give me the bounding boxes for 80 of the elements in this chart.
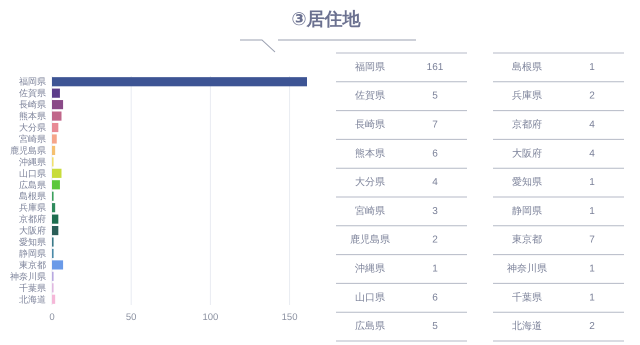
- bar: [52, 260, 64, 270]
- y-tick-label: 北海道: [19, 294, 46, 304]
- category-label: 佐賀県: [355, 90, 385, 102]
- category-label: 鹿児島県: [350, 234, 390, 246]
- category-label: 沖縄県: [355, 262, 385, 274]
- category-label: 千葉県: [512, 291, 542, 304]
- data-label: 5: [432, 90, 438, 102]
- bar: [52, 203, 56, 212]
- data-label: 1: [589, 177, 596, 188]
- data-label: 6: [432, 292, 438, 304]
- y-tick-label: 千葉県: [19, 282, 46, 293]
- bar: [52, 134, 57, 144]
- category-label: 東京都: [512, 234, 542, 246]
- data-label: 7: [432, 120, 438, 130]
- data-label: 161: [426, 62, 444, 73]
- bar: [52, 180, 60, 190]
- bar: [52, 294, 56, 304]
- y-tick-label: 静岡県: [19, 248, 46, 258]
- category-label: 宮崎県: [355, 204, 385, 217]
- data-label: 2: [589, 90, 596, 102]
- category-label: 京都府: [512, 118, 542, 130]
- y-tick-label: 広島県: [19, 180, 46, 190]
- bar: [52, 168, 62, 178]
- y-tick-label: 愛知県: [19, 237, 46, 248]
- y-tick-label: 島根県: [19, 191, 46, 202]
- bar: [52, 146, 56, 156]
- category-label: 山口県: [355, 291, 385, 304]
- bar: [52, 88, 60, 98]
- category-label: 北海道: [512, 320, 542, 332]
- data-label: 1: [589, 292, 596, 304]
- data-label: 4: [432, 177, 438, 188]
- y-tick-label: 京都府: [19, 214, 46, 224]
- bar: [52, 111, 62, 121]
- y-tick-label: 沖縄県: [19, 156, 46, 167]
- bar: [52, 100, 64, 110]
- category-label: 愛知県: [512, 176, 542, 188]
- data-label: 1: [432, 264, 438, 274]
- y-tick-label: 大阪府: [19, 226, 46, 236]
- category-label: 島根県: [512, 60, 542, 73]
- value-table: 福岡県 161 佐賀県 5 長崎県 7 熊本県 6 大分県 4 宮崎県 3 鹿児島県 2 沖縄県 1 山口県 6 広島県 5 島根県 1 兵庫県 2 京都府 4 大阪府 4 愛知県 1 静岡県 1 東京都 7 神奈川県 1 千葉県 1 北海道 2: [336, 52, 624, 342]
- y-tick-label: 大分県: [19, 122, 46, 133]
- x-tick-label: 0: [49, 312, 55, 323]
- data-label: 1: [589, 206, 596, 217]
- y-tick-label: 東京都: [19, 260, 46, 270]
- category-label: 大阪府: [512, 147, 542, 160]
- y-tick-label: 熊本県: [19, 111, 46, 122]
- y-tick-label: 山口県: [19, 168, 46, 178]
- data-label: 1: [589, 264, 596, 274]
- data-label: 4: [589, 120, 596, 130]
- category-label: 神奈川県: [507, 262, 547, 274]
- category-label: 熊本県: [355, 147, 385, 160]
- category-label: 福岡県: [355, 60, 385, 73]
- bar: [52, 226, 58, 236]
- x-tick-label: 50: [126, 312, 136, 323]
- chart-title: ③居住地: [291, 9, 362, 29]
- data-label: 4: [589, 148, 596, 160]
- category-label: 兵庫県: [512, 90, 542, 102]
- bar: [52, 214, 58, 224]
- y-tick-label: 宮崎県: [19, 134, 46, 144]
- category-label: 大分県: [355, 176, 385, 188]
- bar: [52, 122, 58, 132]
- category-label: 広島県: [355, 320, 385, 332]
- category-label: 長崎県: [355, 118, 385, 130]
- y-tick-label: 福岡県: [19, 76, 46, 87]
- x-tick-label: 150: [282, 312, 298, 323]
- category-label: 静岡県: [512, 204, 542, 217]
- data-label: 2: [432, 234, 438, 246]
- y-tick-label: 佐賀県: [19, 88, 46, 98]
- bar: [52, 77, 307, 86]
- x-tick-label: 100: [202, 312, 218, 323]
- data-label: 3: [432, 206, 438, 217]
- y-tick-label: 兵庫県: [19, 202, 46, 213]
- data-label: 7: [589, 234, 596, 246]
- data-label: 1: [589, 62, 596, 73]
- y-tick-label: 長崎県: [19, 100, 46, 110]
- y-tick-label: 神奈川県: [10, 271, 46, 282]
- data-label: 6: [432, 148, 438, 160]
- data-label: 5: [432, 321, 438, 332]
- y-tick-label: 鹿児島県: [10, 145, 46, 156]
- data-label: 2: [589, 321, 596, 332]
